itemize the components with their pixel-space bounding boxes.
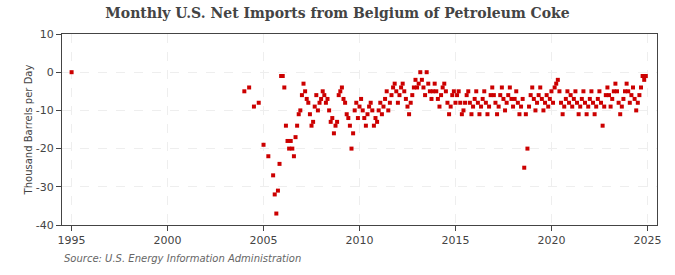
svg-text:2020: 2020 <box>537 234 565 247</box>
svg-text:2025: 2025 <box>633 234 661 247</box>
svg-text:-10: -10 <box>36 104 54 117</box>
svg-text:10: 10 <box>40 28 54 41</box>
svg-text:1995: 1995 <box>58 234 86 247</box>
svg-text:Thousand Barrels per Day: Thousand Barrels per Day <box>23 65 34 196</box>
svg-text:2015: 2015 <box>441 234 469 247</box>
svg-text:2005: 2005 <box>250 234 278 247</box>
svg-text:-40: -40 <box>36 219 54 232</box>
svg-text:-30: -30 <box>36 181 54 194</box>
svg-text:-20: -20 <box>36 142 54 155</box>
svg-text:0: 0 <box>47 66 54 79</box>
svg-text:2010: 2010 <box>346 234 374 247</box>
svg-text:Monthly U.S. Net Imports from: Monthly U.S. Net Imports from Belgium of… <box>105 5 569 21</box>
svg-text:2000: 2000 <box>154 234 182 247</box>
svg-text:Source: U.S. Energy Informatio: Source: U.S. Energy Information Administ… <box>64 253 301 264</box>
